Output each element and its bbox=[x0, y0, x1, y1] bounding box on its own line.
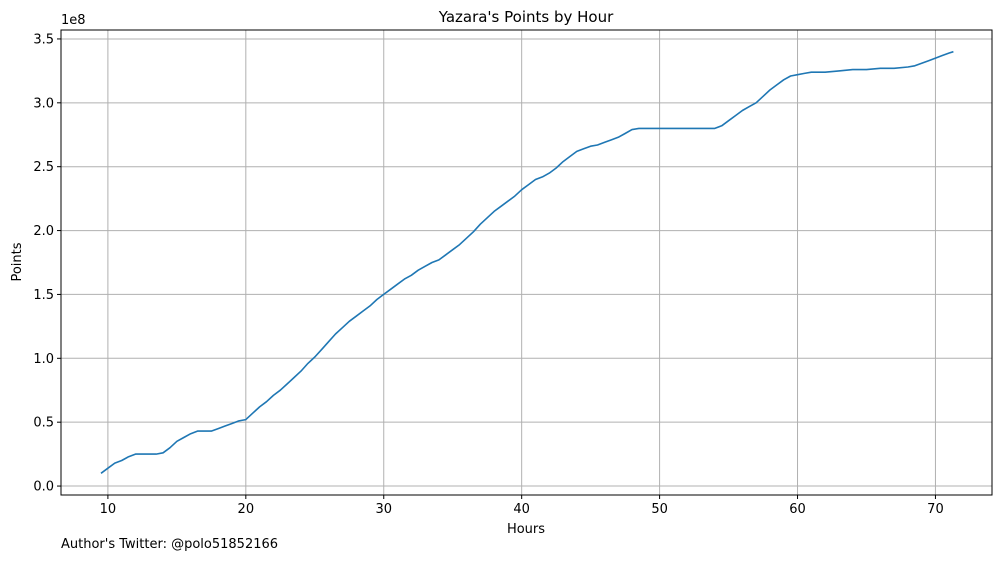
y-axis-label: Points bbox=[10, 242, 25, 281]
grid-lines bbox=[61, 30, 992, 495]
x-axis: 10 20 30 40 50 60 70 bbox=[100, 495, 944, 517]
x-axis-label: Hours bbox=[507, 522, 545, 537]
x-tick-label: 70 bbox=[927, 502, 944, 517]
x-tick-label: 40 bbox=[513, 502, 530, 517]
y-tick-label: 2.0 bbox=[33, 224, 54, 239]
x-tick-label: 30 bbox=[375, 502, 392, 517]
y-offset-label: 1e8 bbox=[61, 13, 86, 28]
x-tick-label: 10 bbox=[100, 502, 117, 517]
plot-frame bbox=[60, 29, 993, 496]
y-tick-label: 2.5 bbox=[33, 160, 54, 175]
plot-area bbox=[100, 50, 954, 474]
x-tick-label: 20 bbox=[238, 502, 255, 517]
y-tick-label: 3.0 bbox=[33, 96, 54, 111]
y-axis: 0.0 0.5 1.0 1.5 2.0 2.5 3.0 3.5 bbox=[33, 32, 61, 495]
series-line-points bbox=[100, 50, 954, 474]
y-tick-label: 1.5 bbox=[33, 288, 54, 303]
x-tick-label: 60 bbox=[789, 502, 806, 517]
author-footnote: Author's Twitter: @polo51852166 bbox=[61, 537, 279, 552]
y-tick-label: 3.5 bbox=[33, 32, 54, 47]
y-tick-label: 0.5 bbox=[33, 416, 54, 431]
x-tick-label: 50 bbox=[651, 502, 668, 517]
chart-title: Yazara's Points by Hour bbox=[438, 8, 614, 26]
y-tick-label: 0.0 bbox=[33, 480, 54, 495]
y-tick-label: 1.0 bbox=[33, 352, 54, 367]
